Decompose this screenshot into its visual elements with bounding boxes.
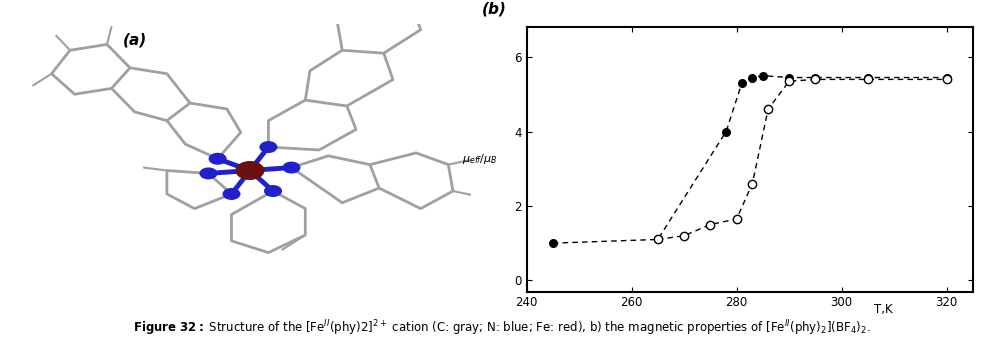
Text: $\bf{Figure\ 32:}$ Structure of the [Fe$^{II}$(phy)2]$^{2+}$ cation (C: gray; N:: $\bf{Figure\ 32:}$ Structure of the [Fe$… bbox=[132, 318, 870, 338]
Text: (b): (b) bbox=[481, 2, 506, 17]
Text: (a): (a) bbox=[122, 33, 146, 48]
Circle shape bbox=[265, 186, 281, 196]
Circle shape bbox=[260, 142, 277, 152]
Circle shape bbox=[223, 189, 239, 199]
Circle shape bbox=[235, 162, 264, 179]
Text: T,K: T,K bbox=[874, 303, 892, 316]
Y-axis label: $\mu_{eff}/\mu_B$: $\mu_{eff}/\mu_B$ bbox=[461, 152, 497, 166]
Circle shape bbox=[200, 168, 216, 179]
Circle shape bbox=[283, 162, 300, 173]
Circle shape bbox=[209, 153, 225, 164]
